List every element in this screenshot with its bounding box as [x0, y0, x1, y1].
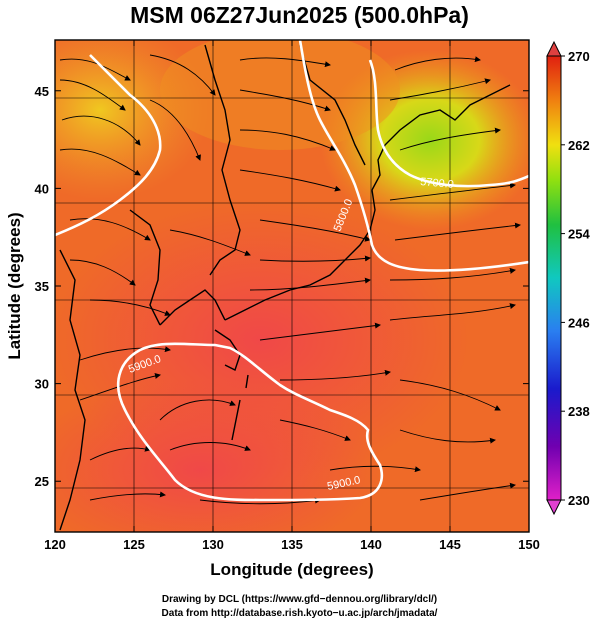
x-tick-label: 135 — [281, 537, 303, 552]
plot-area: 5900.0 5900.0 5800.0 5700.0 — [55, 40, 529, 532]
colorbar-tick-label: 254 — [568, 227, 590, 242]
y-tick-label: 35 — [35, 279, 49, 294]
colorbar-tick-label: 270 — [568, 49, 590, 64]
x-tick-label: 120 — [44, 537, 66, 552]
colorbar-tick-label: 238 — [568, 404, 590, 419]
drawing-credit: Drawing by DCL (https://www.gfd−dennou.o… — [161, 594, 438, 605]
x-tick-label: 140 — [360, 537, 382, 552]
colorbar-gradient — [546, 55, 562, 501]
height-contours — [55, 40, 529, 502]
contour-5800-west — [55, 54, 162, 237]
contour-5800 — [298, 40, 529, 272]
colorbar: 230 238 246 254 262 270 — [546, 40, 590, 516]
x-axis: 120 125 130 135 140 145 150 Longitude (degrees… — [44, 40, 540, 579]
y-tick-label: 40 — [35, 181, 49, 196]
contour-5700 — [368, 59, 529, 188]
wind-streamlines — [59, 54, 521, 505]
x-tick-label: 125 — [123, 537, 145, 552]
contour-5900 — [116, 342, 384, 502]
coastlines — [59, 44, 511, 531]
data-credit: Data from http://database.rish.kyoto−u.a… — [161, 608, 438, 619]
mid-region-north — [160, 40, 400, 150]
y-axis: 25 30 35 40 45 Latitude (degrees) — [5, 84, 529, 489]
colorbar-tick-label: 246 — [568, 315, 590, 330]
colorbar-tick-label: 230 — [568, 493, 590, 508]
y-tick-label: 30 — [35, 377, 49, 392]
map-title: MSM 06Z27Jun2025 (500.0hPa) — [130, 2, 469, 28]
y-tick-label: 45 — [35, 84, 49, 99]
contour-label-5700: 5700.0 — [420, 176, 455, 191]
x-axis-label: Longitude (degrees) — [210, 560, 373, 579]
y-tick-label: 25 — [35, 474, 49, 489]
x-tick-label: 145 — [439, 537, 461, 552]
y-axis-label: Latitude (degrees) — [5, 212, 24, 359]
colorbar-min-triangle — [546, 499, 562, 516]
colorbar-max-triangle — [546, 40, 562, 57]
x-tick-label: 150 — [518, 537, 540, 552]
colorbar-tick-label: 262 — [568, 138, 590, 153]
x-tick-label: 130 — [202, 537, 224, 552]
